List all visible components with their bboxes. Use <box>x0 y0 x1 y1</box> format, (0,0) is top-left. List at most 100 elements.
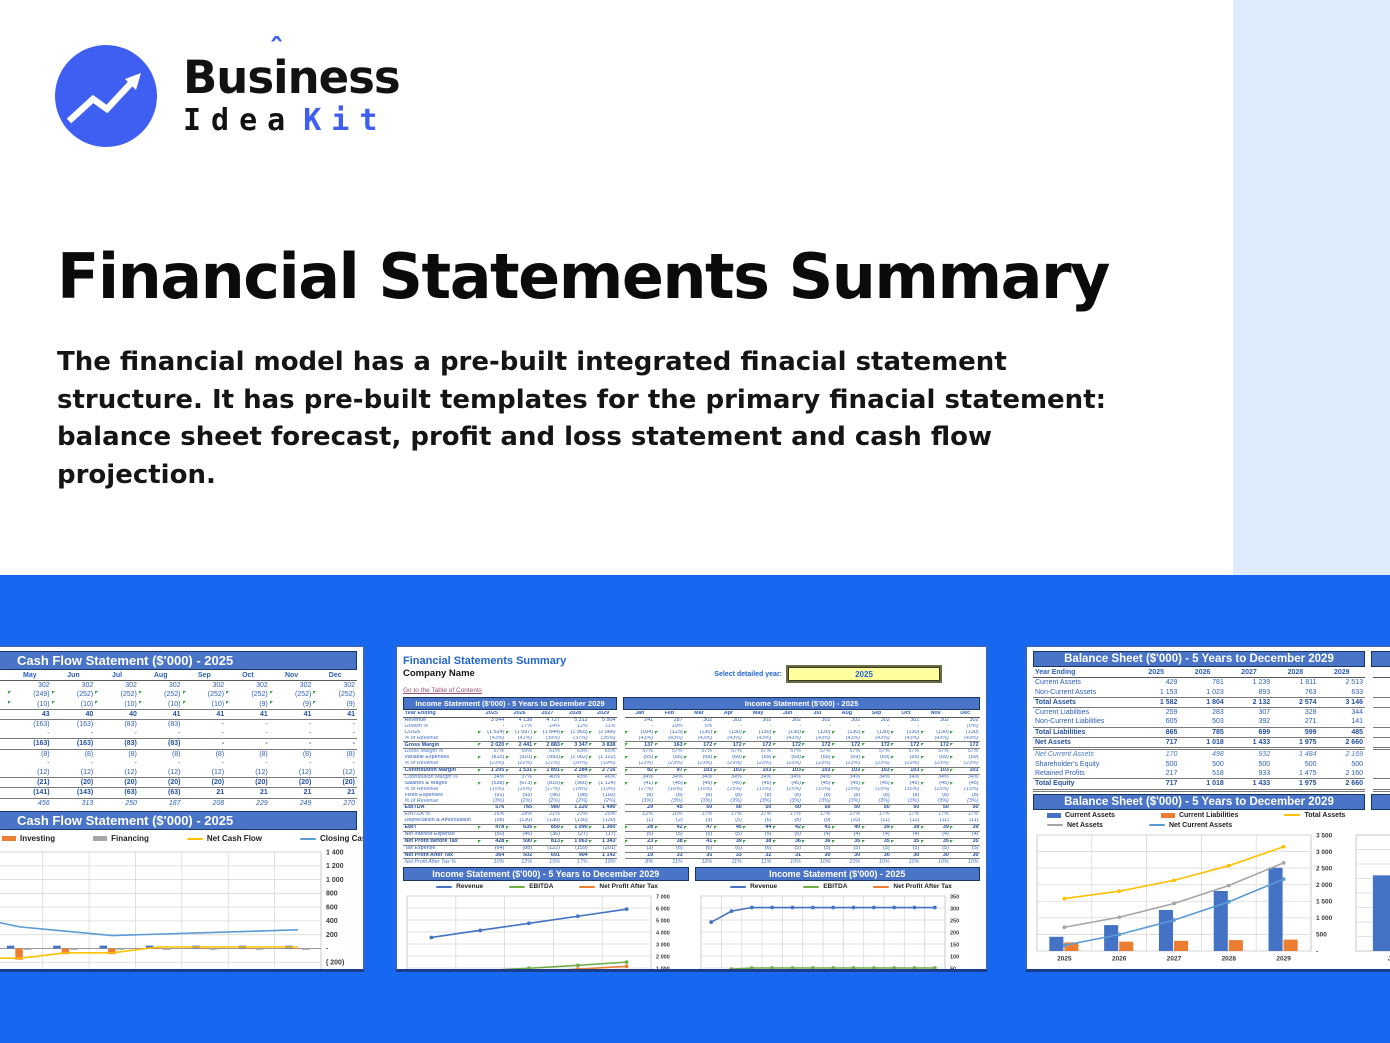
cell: (130) <box>802 730 832 736</box>
cell: 35 <box>920 837 951 846</box>
cell: (5) <box>735 831 742 837</box>
cell: 93 <box>1373 708 1390 718</box>
cell: (45) <box>920 781 951 787</box>
row-label: EBITDA % <box>404 811 431 818</box>
cell: - <box>265 721 268 729</box>
svg-text:800: 800 <box>326 890 338 897</box>
cell: 12% <box>521 858 533 865</box>
cell: 36 <box>802 837 833 846</box>
cell: (12) <box>255 769 268 777</box>
cell: (130) <box>891 730 921 736</box>
svg-text:4 000: 4 000 <box>656 931 670 937</box>
cell: (1 124) <box>589 781 617 787</box>
cell: (88) <box>522 845 533 851</box>
cell: 302 <box>821 717 831 723</box>
legend-label: Closing Cash <box>320 834 363 844</box>
cell: 163 <box>654 741 685 750</box>
cell: 302 <box>939 717 949 723</box>
cell: (15%) <box>697 786 713 792</box>
legend-label: EBITDA <box>823 883 848 891</box>
cell: (5) <box>794 845 801 851</box>
cell: 302 <box>791 717 801 723</box>
cell: (2%) <box>520 798 533 804</box>
cell: (3%) <box>878 798 890 804</box>
row-label: Gross Margin <box>403 741 478 750</box>
cell: 21 <box>313 787 357 799</box>
cell: - <box>90 759 94 767</box>
cell: (17%) <box>545 786 560 792</box>
cell: (6) <box>676 845 683 851</box>
cell: (3%) <box>907 798 920 804</box>
cell: 283 <box>1212 709 1224 717</box>
cell: (960) <box>561 781 589 787</box>
cell: (163) <box>51 738 96 750</box>
cell: 19% <box>671 723 683 729</box>
table-of-contents-link[interactable]: Go to the Table of Contents <box>403 687 483 694</box>
column-header: Dec <box>313 671 357 682</box>
cell: 50 <box>684 804 714 813</box>
cell: 34% <box>493 774 505 780</box>
cell: 103 <box>950 767 980 775</box>
cell: 500 <box>1351 760 1363 768</box>
cell: (201) <box>602 845 616 851</box>
cell: (9) <box>226 700 270 710</box>
cell: 512 <box>1373 778 1390 792</box>
cell: 865 <box>1133 726 1180 739</box>
cell: 287 <box>673 717 683 723</box>
row-label: Net Interest Expense <box>404 831 455 837</box>
legend-swatch <box>873 885 890 888</box>
cell: (104) <box>625 730 655 736</box>
svg-text:3 000: 3 000 <box>656 943 670 949</box>
legend-swatch <box>1047 812 1061 818</box>
cell: 31 <box>772 851 803 860</box>
column-header: 2025 <box>1133 668 1180 679</box>
cell: - <box>309 730 312 738</box>
cell: (3%) <box>789 798 801 804</box>
column-header: Jun <box>772 711 803 718</box>
cell: 699 <box>1225 726 1273 739</box>
cell: 850 <box>533 824 562 832</box>
cell: 42 <box>772 824 803 832</box>
cell: 485 <box>1318 726 1365 739</box>
right-accent-band <box>1233 0 1390 575</box>
table-row: (163) (163) (83) (83) - - - - <box>0 720 357 730</box>
cell: (45) <box>772 781 803 787</box>
cell: (23%) <box>816 761 831 767</box>
table-row: Salaries & Wages (538) (673) (815) (960) (1 1… <box>403 781 617 787</box>
cell: (20) <box>51 777 96 789</box>
cell: (141) <box>8 787 52 799</box>
cashflow-chart-legend: Investing Financing Net Cash Flow Closing C… <box>2 832 363 846</box>
is5-chart-legend: Revenue EBITDA Net Profit After Tax <box>403 883 691 890</box>
cell: 17% <box>849 811 861 818</box>
balance-chart-header: Balance Sheet ($'000) - 5 Years to Decem… <box>1033 793 1365 810</box>
legend-item-current-liabilities: Current Liabilities <box>1160 812 1238 819</box>
cell: 1 018 <box>1179 778 1226 792</box>
cell: (45) <box>802 781 832 787</box>
table-row: (3) (6) (6) (6) (6) (5) (5) (5) (5) (5) (5) (5) <box>625 845 980 852</box>
cell: (5) <box>883 845 890 851</box>
cell: 10% <box>790 858 801 865</box>
cell: (16%) <box>668 786 683 792</box>
cell: (20) <box>313 777 357 789</box>
cell: (45) <box>522 831 533 837</box>
cell: 500 <box>1165 760 1178 768</box>
table-row: 500 <box>1373 760 1390 769</box>
year-select-input[interactable]: 2025 <box>788 667 940 681</box>
cell: 23% <box>576 811 588 818</box>
cell: 1 081 <box>1373 749 1390 760</box>
row-label <box>0 708 8 721</box>
cell: (45) <box>713 781 744 787</box>
cell: 3 544 <box>490 717 505 723</box>
legend-item-ebitda: EBITDA <box>509 883 553 890</box>
cell: (69) <box>861 755 892 761</box>
cell: 34% <box>671 774 683 780</box>
legend-swatch <box>300 837 317 840</box>
cell: 10% <box>967 858 979 865</box>
cell: (39%) <box>545 735 560 741</box>
cell: (8) <box>971 792 979 798</box>
cell: 30 <box>950 851 980 860</box>
cell: 11% <box>761 858 772 865</box>
svg-text:2 500: 2 500 <box>1316 865 1333 872</box>
cell: (8) <box>883 792 890 798</box>
cell: 302 <box>703 717 713 723</box>
